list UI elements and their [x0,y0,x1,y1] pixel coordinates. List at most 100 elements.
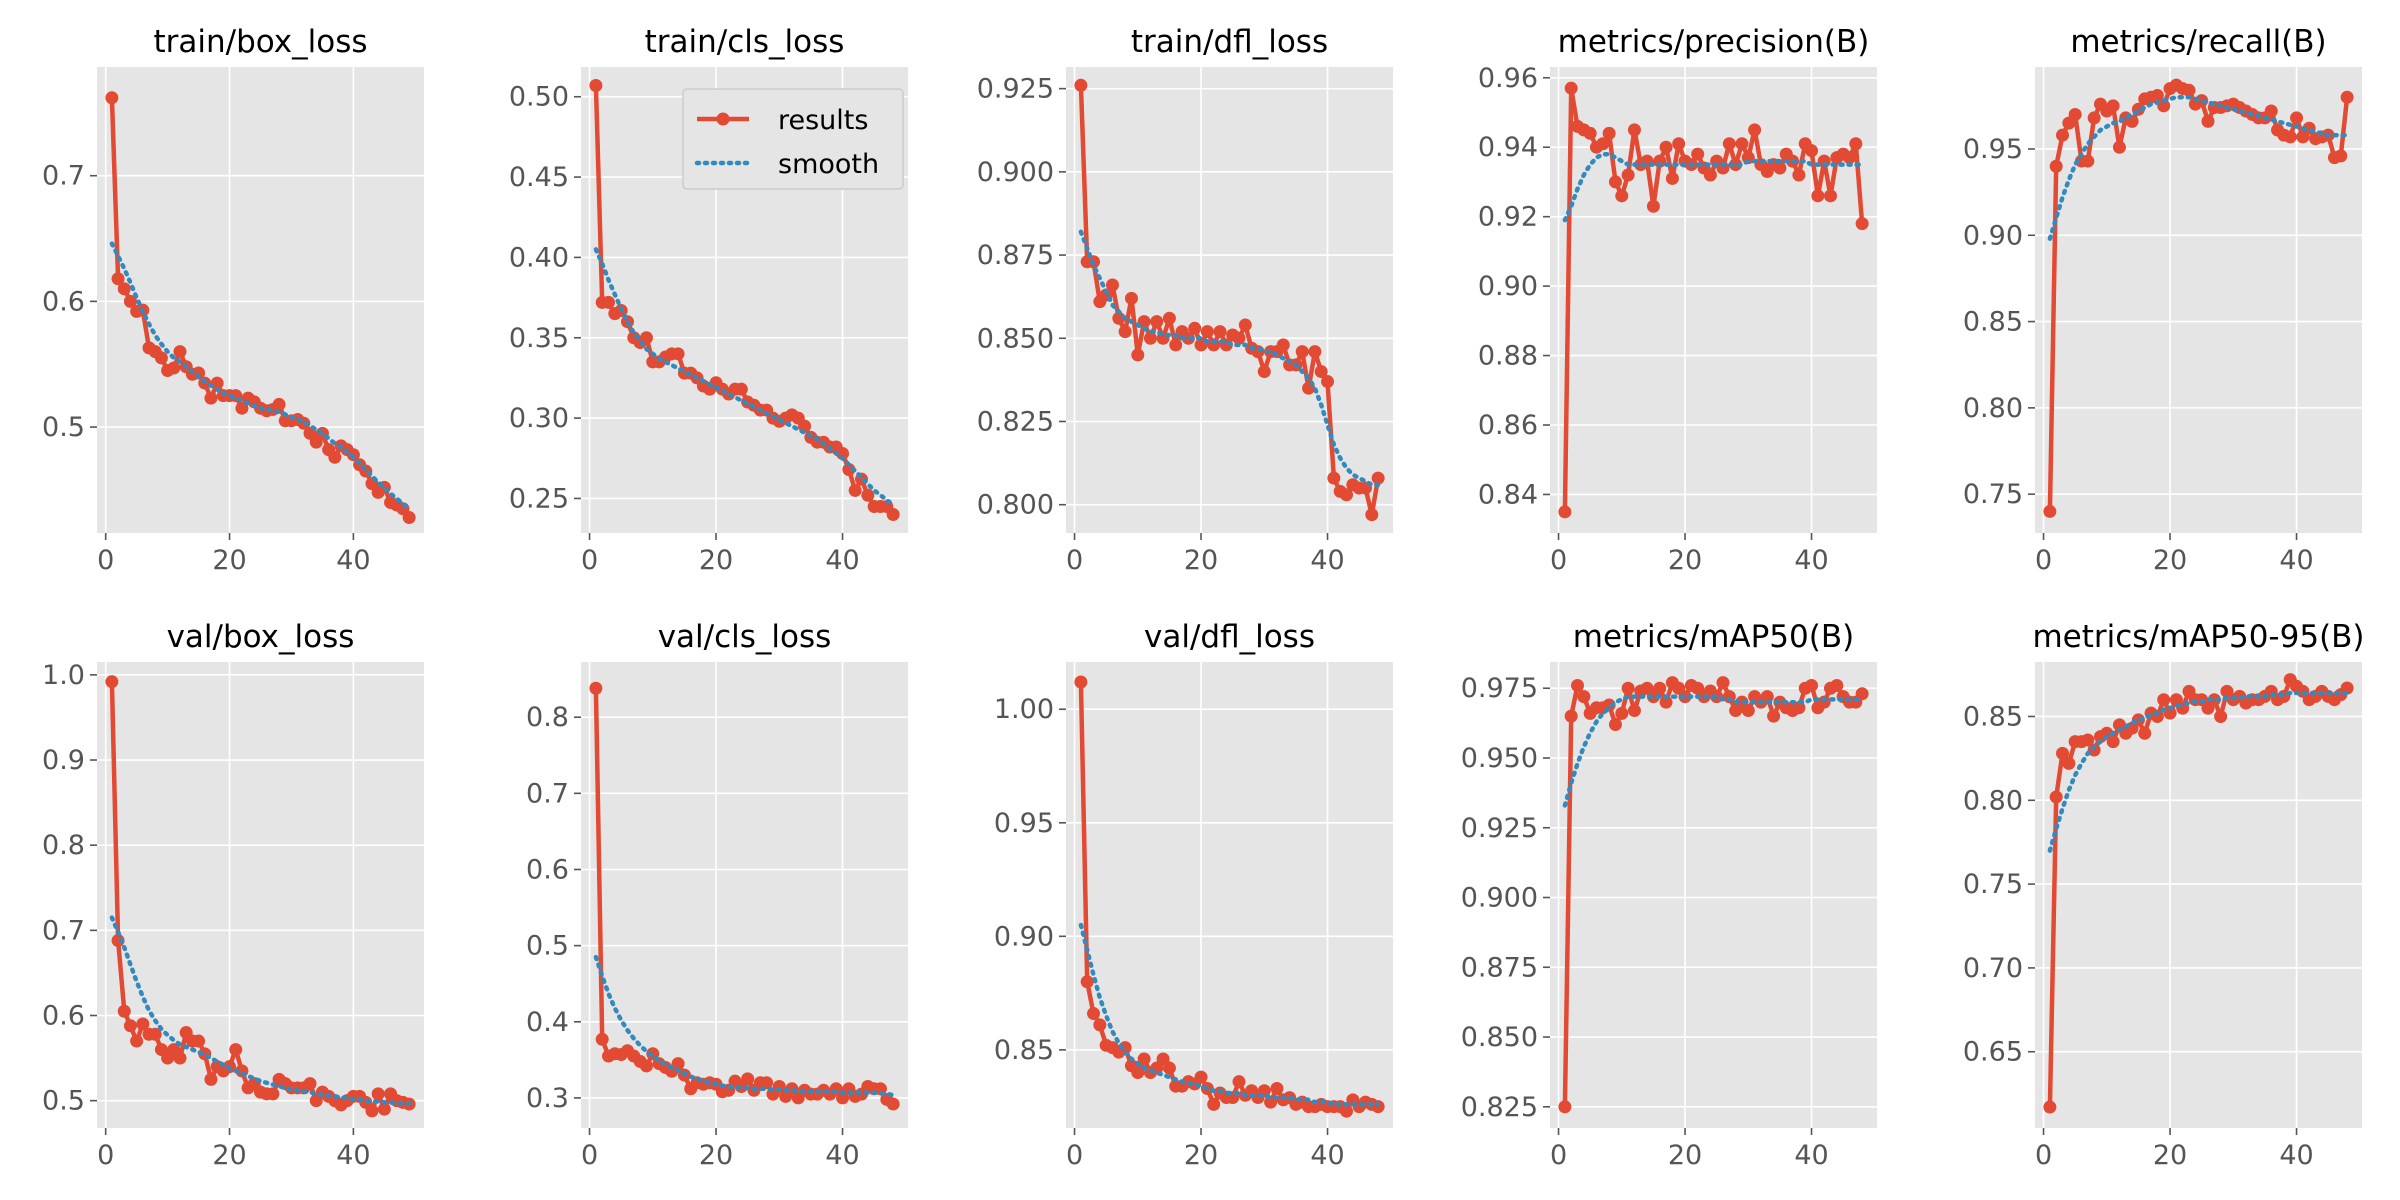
data-point [1131,348,1145,362]
x-tick-label: 20 [1668,1140,1702,1171]
y-tick-label: 1.00 [994,694,1054,725]
data-point [105,675,119,689]
data-point [1659,695,1673,709]
data-point [734,382,748,396]
data-point [1748,123,1762,137]
data-point [377,1102,391,1116]
data-point [111,934,125,948]
data-point [671,1057,685,1071]
data-point [402,511,416,525]
data-point [2056,746,2070,760]
x-tick-label: 0 [1550,545,1567,576]
data-point [2049,159,2063,173]
x-tick-label: 0 [581,545,598,576]
y-tick-label: 0.95 [1963,134,2023,165]
data-point [2157,693,2171,707]
y-tick-label: 0.84 [1478,479,1538,510]
y-tick-label: 0.30 [509,403,569,434]
data-point [1716,676,1730,690]
data-point [148,1027,162,1041]
data-point [204,391,218,405]
x-tick-label: 0 [581,1140,598,1171]
y-tick-label: 0.900 [1461,883,1538,914]
series-layer [2043,673,2354,1114]
data-point [595,1032,609,1046]
series-line-results [1562,85,1865,512]
y-tick-label: 0.70 [1963,953,2023,984]
y-tick-label: 0.7 [42,915,85,946]
x-tick-label: 0 [1066,1140,1083,1171]
data-point [886,1097,900,1111]
data-point [1811,189,1825,203]
y-tick-label: 0.825 [977,406,1054,437]
x-tick-label: 0 [97,545,114,576]
y-tick-label: 0.92 [1478,202,1538,233]
y-tick-label: 0.75 [1963,479,2023,510]
series-line-smooth [593,954,896,1098]
series-line-smooth [109,915,412,1106]
data-point [760,1076,774,1090]
data-point [1659,140,1673,154]
x-tick-label: 40 [1310,1140,1344,1171]
data-point [210,376,224,390]
series-line-smooth [2047,690,2350,853]
data-point [1621,168,1635,182]
panel-title: metrics/mAP50-95(B) [2032,619,2364,655]
legend-marker-results [716,112,730,126]
data-point [1564,81,1578,95]
data-point [1074,675,1088,689]
y-tick-label: 0.800 [977,490,1054,521]
y-tick-label: 0.6 [42,1001,85,1032]
y-tick-label: 0.925 [1461,813,1538,844]
y-tick-label: 0.80 [1963,785,2023,816]
panel-train-cls-loss: 0 20 40 0.25 0.30 0.35 0.40 0.45 0.50 train/cls_l… [509,24,908,576]
panel-val-box-loss: 0 20 40 0.5 0.6 0.7 0.8 0.9 1.0 val/box_loss [42,619,424,1171]
data-point [1741,704,1755,718]
y-tick-label: 0.6 [42,286,85,317]
panel-val-dfl-loss: 0 20 40 0.85 0.90 0.95 1.00 val/dfl_loss [994,619,1393,1171]
data-point [1583,126,1597,140]
panel-title: metrics/recall(B) [2070,24,2326,60]
data-point [1276,338,1290,352]
data-point [1773,161,1787,175]
y-tick-label: 0.6 [526,854,569,885]
y-tick-label: 0.35 [509,323,569,354]
plot-area [1550,67,1877,533]
data-point [1118,325,1132,339]
data-point [1792,701,1806,715]
data-point [1608,175,1622,189]
data-point [2106,735,2120,749]
data-point [2062,756,2076,770]
y-tick-label: 0.875 [1461,952,1538,983]
y-tick-label: 0.9 [42,745,85,776]
data-point [2201,114,2215,128]
series-layer [589,78,900,522]
y-tick-label: 0.80 [1963,393,2023,424]
data-point [1232,1075,1246,1089]
data-point [2043,504,2057,518]
data-point [2056,128,2070,142]
y-tick-label: 0.85 [1963,307,2023,338]
legend-label-smooth: smooth [778,149,879,180]
data-point [1365,508,1379,522]
x-tick-label: 20 [2153,545,2187,576]
data-point [1321,375,1335,389]
y-tick-label: 0.86 [1478,410,1538,441]
data-point [589,681,603,695]
data-point [2138,726,2152,740]
data-point [1105,278,1119,292]
data-point [2106,99,2120,113]
data-point [671,347,685,361]
data-point [1849,137,1863,151]
x-tick-label: 40 [2279,545,2313,576]
y-tick-label: 0.25 [509,483,569,514]
data-point [1314,365,1328,379]
y-tick-label: 0.925 [977,74,1054,105]
data-point [173,1051,187,1065]
data-point [836,446,850,460]
y-tick-label: 0.850 [1461,1022,1538,1053]
data-point [2290,111,2304,125]
data-point [105,91,119,105]
data-point [1564,709,1578,723]
y-tick-label: 0.8 [526,702,569,733]
